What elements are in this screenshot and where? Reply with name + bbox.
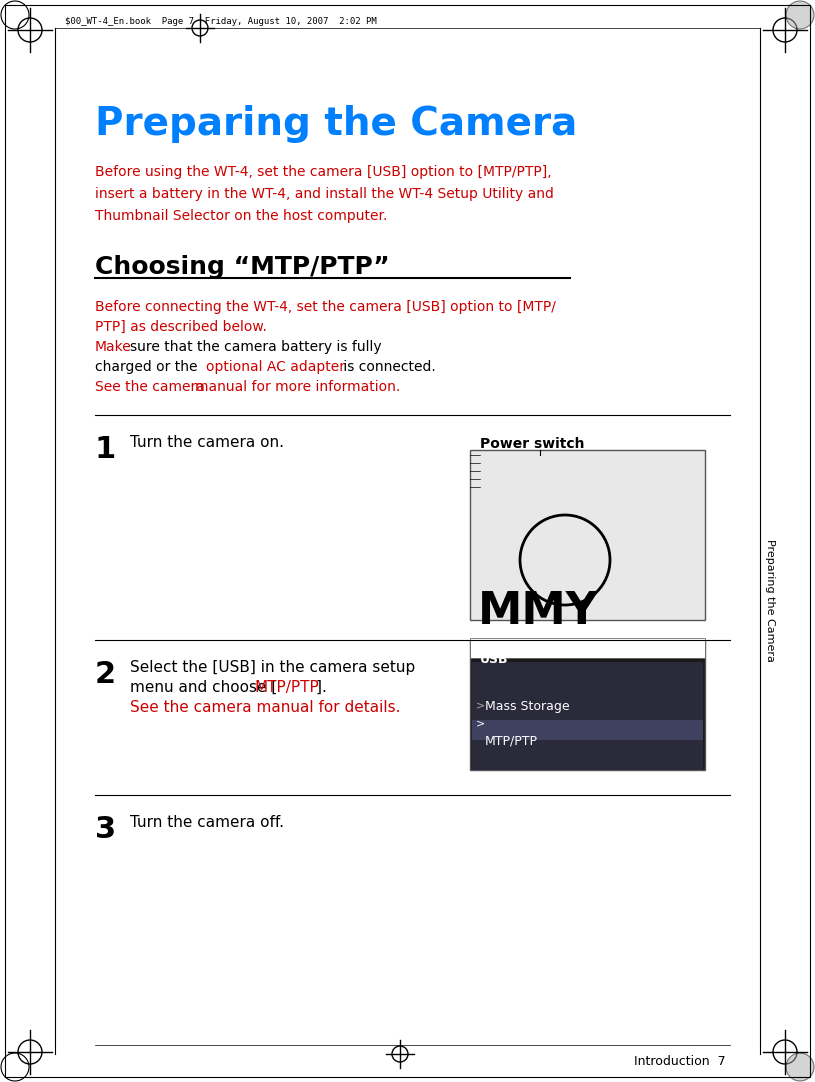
Bar <box>470 450 705 620</box>
Text: >: > <box>476 718 485 728</box>
Text: Preparing the Camera: Preparing the Camera <box>765 539 775 661</box>
Text: See the camera manual for details.: See the camera manual for details. <box>130 700 400 715</box>
Text: Mass Storage: Mass Storage <box>485 700 570 713</box>
Text: Before using the WT-4, set the camera [USB] option to [MTP/PTP],: Before using the WT-4, set the camera [U… <box>95 164 552 179</box>
Text: manual for more information.: manual for more information. <box>195 380 400 394</box>
Text: PTP] as described below.: PTP] as described below. <box>95 320 267 334</box>
Text: Choosing “MTP/PTP”: Choosing “MTP/PTP” <box>95 255 390 279</box>
Text: Turn the camera off.: Turn the camera off. <box>130 815 284 830</box>
Bar <box>472 720 703 740</box>
Text: >: > <box>476 700 485 710</box>
Text: 1: 1 <box>95 435 117 464</box>
Text: See the camera: See the camera <box>95 380 205 394</box>
Text: Before connecting the WT-4, set the camera [USB] option to [MTP/: Before connecting the WT-4, set the came… <box>95 300 556 314</box>
Text: optional AC adapter: optional AC adapter <box>206 360 345 374</box>
Text: Introduction  7: Introduction 7 <box>634 1055 726 1068</box>
Text: 2: 2 <box>95 660 116 689</box>
Bar <box>470 638 705 658</box>
Text: sure that the camera battery is fully: sure that the camera battery is fully <box>130 340 381 354</box>
Text: MTP/PTP: MTP/PTP <box>485 735 538 748</box>
Text: MTP/PTP: MTP/PTP <box>255 679 319 695</box>
Bar <box>472 662 703 770</box>
Text: menu and choose [: menu and choose [ <box>130 679 277 695</box>
Text: ].: ]. <box>316 679 337 695</box>
Text: Preparing the Camera: Preparing the Camera <box>95 105 577 143</box>
Circle shape <box>786 1 814 29</box>
Text: Select the [USB] in the camera setup: Select the [USB] in the camera setup <box>130 660 416 675</box>
Text: Power switch: Power switch <box>480 437 584 451</box>
Text: is connected.: is connected. <box>339 360 444 374</box>
Bar <box>470 639 705 770</box>
Text: charged or the: charged or the <box>95 360 202 374</box>
Text: $00_WT-4_En.book  Page 7  Friday, August 10, 2007  2:02 PM: $00_WT-4_En.book Page 7 Friday, August 1… <box>65 17 377 26</box>
Text: 3: 3 <box>95 815 116 844</box>
Text: MMY: MMY <box>478 590 599 633</box>
Text: insert a battery in the WT-4, and install the WT-4 Setup Utility and: insert a battery in the WT-4, and instal… <box>95 187 554 201</box>
Text: Make: Make <box>95 340 132 354</box>
Text: Thumbnail Selector on the host computer.: Thumbnail Selector on the host computer. <box>95 209 387 223</box>
Text: Turn the camera on.: Turn the camera on. <box>130 435 284 450</box>
Circle shape <box>786 1053 814 1081</box>
Text: USB: USB <box>480 654 509 667</box>
